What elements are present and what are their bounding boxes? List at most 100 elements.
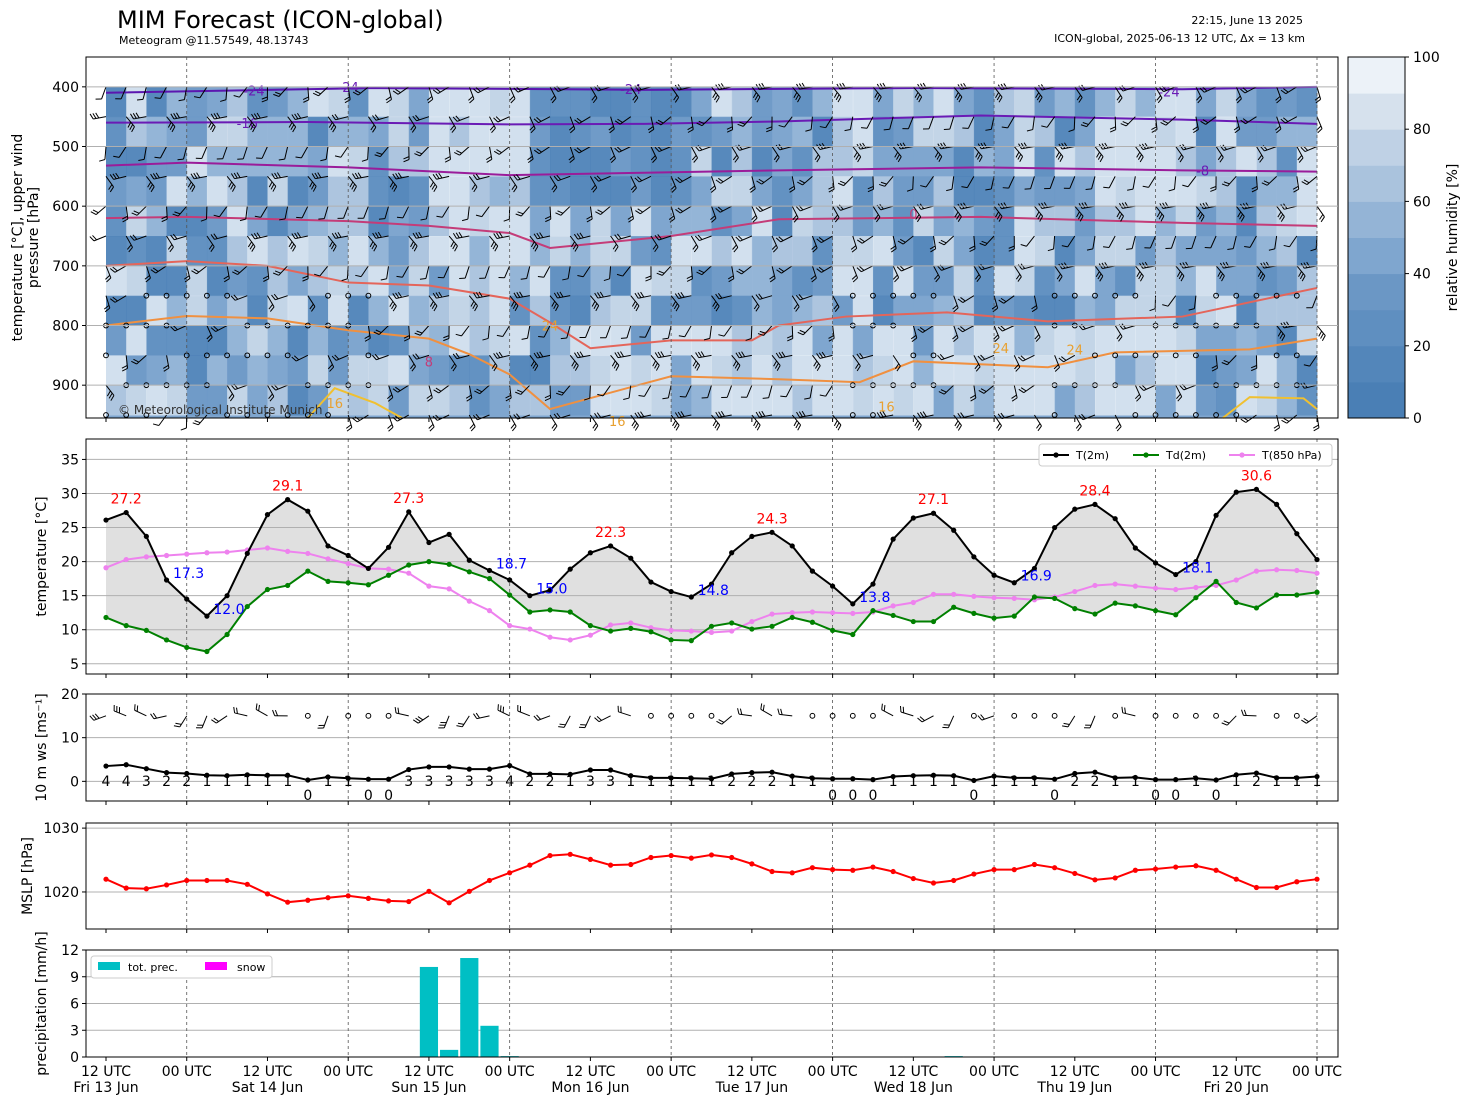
upper-wind-barb xyxy=(131,205,147,216)
wind-barb-flag xyxy=(1211,367,1218,372)
wind-barb-shaft xyxy=(610,146,616,159)
wind-barb-flag xyxy=(586,215,593,220)
humidity-cell xyxy=(973,116,995,148)
wind-barb-flag xyxy=(392,173,397,180)
wind-barb-flag xyxy=(427,397,433,402)
day-label: Thu 19 Jun xyxy=(1036,1080,1112,1096)
precipitation-ytick-label: 9 xyxy=(70,970,79,986)
wind-speed-value-label: 3 xyxy=(445,774,454,790)
wind-barb-flag xyxy=(391,183,396,190)
upper-wind-barb xyxy=(690,235,699,253)
wind-barb-shaft xyxy=(325,146,329,160)
wind-barb-shaft xyxy=(912,414,922,426)
wind-barb-flag xyxy=(1179,144,1184,151)
wind-barb-shaft xyxy=(105,176,114,188)
upper-wind-barb xyxy=(577,265,591,278)
wind-barb-shaft xyxy=(395,712,409,717)
humidity-cell xyxy=(671,236,692,267)
humidity-cell xyxy=(973,295,995,327)
wind-barb-shaft xyxy=(784,116,793,128)
humidity-cell xyxy=(1155,116,1177,148)
wind-barb-flag xyxy=(177,158,184,161)
wind-barb-shaft xyxy=(206,116,216,127)
mslp-line xyxy=(105,853,1318,904)
wind-barb-flag xyxy=(1082,122,1089,125)
wind-barb-shaft xyxy=(402,265,410,278)
humidity-cell xyxy=(933,295,955,327)
wind-barb-flag xyxy=(355,274,362,278)
humidity-cell xyxy=(469,86,490,118)
wind-barb-flag xyxy=(623,397,630,400)
wind-barb-flag xyxy=(592,423,597,429)
upper-wind-barb xyxy=(1026,116,1035,132)
wind-barb-shaft xyxy=(347,176,357,187)
time-axis-label: 12 UTC xyxy=(242,1064,292,1080)
wind-barb-flag xyxy=(758,83,763,90)
wind-barb-flag xyxy=(1200,120,1206,125)
wind-barb-shaft xyxy=(318,86,329,97)
humidity-cell xyxy=(650,385,672,416)
wind-barb-shaft xyxy=(953,414,962,426)
wind-barb-flag xyxy=(1242,87,1248,93)
td2m-point xyxy=(991,615,997,621)
wind-barb-flag xyxy=(956,214,961,220)
wind-barb-shaft xyxy=(520,205,531,217)
mslp-point xyxy=(486,877,493,884)
wind-speed-point xyxy=(628,773,634,779)
wind-barb-flag xyxy=(737,708,740,715)
upper-wind-barb xyxy=(969,385,977,402)
wind-barb-flag xyxy=(429,301,434,307)
t2m-point xyxy=(365,565,371,572)
wind-barb-shaft xyxy=(884,176,894,187)
wind-speed-point xyxy=(951,773,957,779)
wind-barb-shaft xyxy=(319,265,329,277)
wind-barb-flag xyxy=(394,707,397,714)
wind-barb-flag xyxy=(431,184,436,190)
wind-barb-shaft xyxy=(973,385,977,399)
upper-wind-barb-calm xyxy=(224,292,231,299)
upper-wind-barb xyxy=(232,265,248,276)
humidity-cell xyxy=(1216,355,1237,386)
upper-wind-barb xyxy=(695,351,712,359)
wind-barb-flag xyxy=(1240,119,1246,125)
upper-wind-barb xyxy=(656,265,672,276)
wind-speed-point xyxy=(587,767,594,773)
t2m-point xyxy=(951,527,957,533)
wind-barb-flag xyxy=(251,233,256,240)
surface-wind-barb xyxy=(233,706,248,717)
humidity-cell xyxy=(610,86,632,118)
upper-wind-barb xyxy=(568,116,576,134)
t850-point xyxy=(1193,584,1199,591)
wind-barb-shaft xyxy=(136,354,147,365)
upper-wind-barb xyxy=(191,265,208,275)
wind-barb-flag xyxy=(314,172,319,179)
wind-barb-shaft xyxy=(731,116,734,130)
td2m-point xyxy=(668,637,674,643)
humidity-cell xyxy=(1175,116,1197,148)
humidity-cell xyxy=(1236,295,1257,327)
upper-wind-barb xyxy=(279,206,289,221)
wind-barb-flag xyxy=(329,241,334,248)
wind-barb-flag xyxy=(415,232,420,239)
humidity-cell xyxy=(227,295,248,327)
td2m-point xyxy=(648,629,654,635)
upper-wind-barb xyxy=(726,116,734,133)
wind-barb-flag xyxy=(208,122,213,128)
mslp-ytick-label: 1030 xyxy=(43,821,79,837)
wind-barb-flag xyxy=(753,303,759,310)
wind-barb-flag xyxy=(1058,357,1064,363)
upper-wind-barb xyxy=(675,205,692,214)
wind-barb-flag xyxy=(129,124,134,130)
t850-point xyxy=(1253,568,1260,574)
wind-barb-shaft xyxy=(517,86,531,93)
wind-barb-flag xyxy=(450,363,456,369)
upper-wind-barb xyxy=(796,410,813,418)
wind-barb-flag xyxy=(1222,144,1227,150)
wind-barb-shaft xyxy=(1013,146,1023,157)
wind-speed-value-label: 1 xyxy=(223,774,232,790)
surface-wind-barb xyxy=(1061,715,1076,728)
upper-wind-barb xyxy=(544,385,552,402)
wind-barb-shaft xyxy=(746,384,753,398)
upper-wind-barb xyxy=(513,86,531,93)
wind-barb-flag xyxy=(855,154,860,160)
